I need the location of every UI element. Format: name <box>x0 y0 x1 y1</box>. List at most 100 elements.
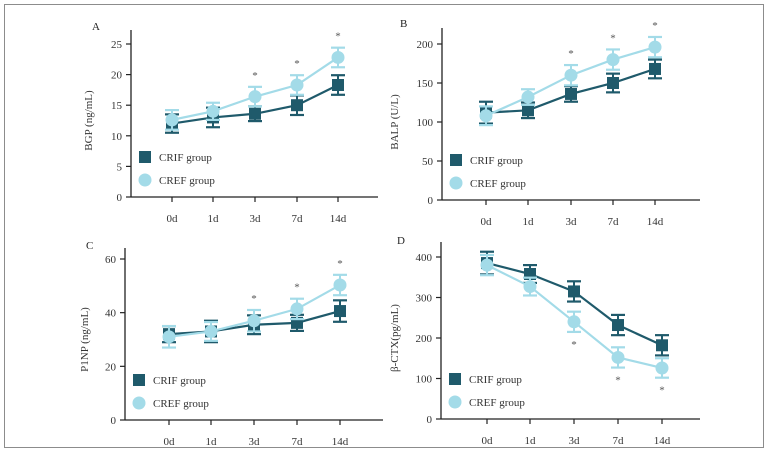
x-tick-label: 7d <box>292 213 304 225</box>
y-tick-label: 100 <box>416 374 433 386</box>
significance-star: * <box>335 31 341 43</box>
y-tick-label: 150 <box>417 78 434 90</box>
y-axis-title: β-CTX(pg/mL) <box>389 304 401 372</box>
data-point-cref <box>165 113 179 127</box>
significance-star: * <box>294 282 300 294</box>
significance-star: * <box>252 70 258 82</box>
x-tick-label: 7d <box>613 435 625 447</box>
data-point-crif <box>649 62 661 75</box>
y-tick-label: 0 <box>428 195 434 207</box>
data-point-cref <box>567 315 581 329</box>
x-tick-label: 3d <box>250 213 262 225</box>
data-point-cref <box>521 90 535 104</box>
legend-label-crif: CRIF group <box>470 155 523 167</box>
x-tick-label: 0d <box>482 435 494 447</box>
significance-star: * <box>337 258 343 270</box>
data-point-cref <box>247 314 261 328</box>
y-tick-label: 0 <box>111 415 117 427</box>
legend-marker-crif <box>133 374 145 386</box>
panel-letter: D <box>397 235 405 247</box>
x-tick-label: 0d <box>481 216 493 228</box>
y-tick-label: 100 <box>417 117 434 129</box>
panel-c: C 0 20 40 60 0d 1d 3d 7d 14d P1NP (ng/mL) * * * CRIF g… <box>79 240 383 448</box>
x-tick-label: 14d <box>330 213 347 225</box>
data-point-cref <box>611 350 625 364</box>
y-tick-label: 10 <box>111 131 123 143</box>
y-tick-label: 200 <box>417 39 434 51</box>
legend-label-crif: CRIF group <box>159 152 212 164</box>
data-point-crif <box>612 319 624 332</box>
data-point-cref <box>290 302 304 316</box>
data-point-crif <box>334 305 346 318</box>
legend-marker-crif <box>139 151 151 163</box>
significance-star: * <box>652 20 658 32</box>
x-tick-label: 1d <box>208 213 220 225</box>
y-tick-label: 25 <box>111 39 123 51</box>
y-tick-label: 300 <box>416 293 433 305</box>
panel-letter: B <box>400 18 407 30</box>
panel-letter: C <box>86 240 93 252</box>
y-tick-label: 400 <box>416 252 433 264</box>
legend-marker-cref <box>132 396 146 410</box>
data-point-cref <box>655 361 669 375</box>
significance-star: * <box>571 339 577 351</box>
y-tick-label: 0 <box>117 192 123 204</box>
legend-label-cref: CREF group <box>470 178 526 190</box>
y-tick-label: 20 <box>105 361 117 373</box>
y-tick-label: 5 <box>117 161 123 173</box>
panel-d: D 0 100 200 300 400 0d 1d 3d 7d 14d β-CTX(pg/mL) * * *… <box>389 235 700 447</box>
data-point-crif <box>607 77 619 89</box>
panel-b: B 0 50 100 150 200 0d 1d 3d 7d 14d BALP (U/L) * * * CRI… <box>389 18 700 228</box>
x-tick-label: 3d <box>569 435 581 447</box>
x-tick-label: 1d <box>206 436 218 448</box>
legend-label-crif: CRIF group <box>153 375 206 387</box>
x-tick-label: 0d <box>167 213 179 225</box>
legend-marker-crif <box>450 154 462 166</box>
legend-marker-cref <box>138 173 152 187</box>
y-axis-title: P1NP (ng/mL) <box>79 307 91 372</box>
legend-label-cref: CREF group <box>469 397 525 409</box>
x-tick-label: 0d <box>164 436 176 448</box>
data-point-cref <box>290 78 304 92</box>
y-tick-label: 200 <box>416 333 433 345</box>
panel-letter: A <box>92 21 100 33</box>
significance-star: * <box>251 293 257 305</box>
x-tick-label: 1d <box>525 435 537 447</box>
y-tick-label: 20 <box>111 70 123 82</box>
data-point-crif <box>291 99 303 112</box>
x-tick-label: 3d <box>566 216 578 228</box>
y-tick-label: 0 <box>427 414 433 426</box>
significance-star: * <box>610 32 616 44</box>
data-point-cref <box>523 280 537 294</box>
data-point-crif <box>656 339 668 352</box>
data-point-cref <box>564 68 578 82</box>
legend-label-cref: CREF group <box>153 398 209 410</box>
data-point-crif <box>332 79 344 92</box>
data-point-crif <box>522 104 534 117</box>
y-tick-label: 40 <box>105 308 117 320</box>
y-axis-title: BALP (U/L) <box>389 94 401 150</box>
data-point-cref <box>606 53 620 67</box>
x-tick-label: 1d <box>523 216 535 228</box>
data-point-cref <box>480 258 494 272</box>
data-point-cref <box>162 330 176 344</box>
data-point-cref <box>479 109 493 123</box>
legend-label-crif: CRIF group <box>469 374 522 386</box>
x-tick-label: 3d <box>249 436 261 448</box>
significance-star: * <box>294 58 300 70</box>
significance-star: * <box>615 375 621 387</box>
data-point-crif <box>249 107 261 120</box>
data-point-crif <box>565 87 577 100</box>
data-point-cref <box>204 324 218 338</box>
y-tick-label: 15 <box>111 100 123 112</box>
legend-marker-cref <box>449 176 463 190</box>
legend-label-cref: CREF group <box>159 175 215 187</box>
data-point-cref <box>206 104 220 118</box>
data-point-cref <box>333 278 347 292</box>
x-tick-label: 14d <box>332 436 349 448</box>
data-point-cref <box>648 40 662 54</box>
data-point-cref <box>331 50 345 64</box>
data-point-cref <box>248 90 262 104</box>
x-tick-label: 14d <box>647 216 664 228</box>
